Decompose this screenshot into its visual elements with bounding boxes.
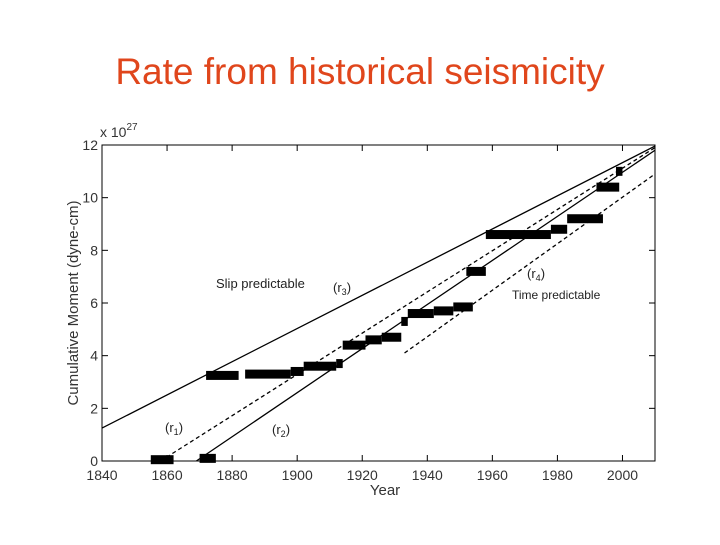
step-segment <box>199 453 216 463</box>
step-segment <box>206 370 239 380</box>
x-axis-label: Year <box>370 482 400 499</box>
step-segment <box>615 166 623 176</box>
step-segment <box>466 266 486 276</box>
step-segment <box>485 230 551 240</box>
step-segment <box>303 361 337 371</box>
y-multiplier: x 1027 <box>100 122 138 140</box>
x-tick-label: 1920 <box>347 467 378 483</box>
step-segment <box>342 340 366 350</box>
x-tick-label: 1860 <box>151 467 182 483</box>
chart-title: Rate from historical seismicity <box>115 51 605 92</box>
step-segment <box>150 455 174 465</box>
annotation-suffix: ) <box>286 422 290 437</box>
annotation-text: Time predictable <box>512 288 601 302</box>
annotation: Slip predictable <box>216 276 305 291</box>
y-tick-label: 12 <box>82 137 98 153</box>
x-tick-label: 1900 <box>282 467 313 483</box>
reference-line <box>101 145 656 429</box>
step-segment <box>401 316 408 326</box>
y-tick-label: 6 <box>90 295 98 311</box>
step-segment <box>381 332 402 342</box>
step-segment <box>336 359 343 369</box>
annotation-suffix: ) <box>179 420 183 435</box>
annotation: (r1) <box>165 420 183 437</box>
annotation-subscript: 3 <box>342 287 347 297</box>
annotation-text: (r <box>333 280 342 295</box>
step-segment <box>290 366 304 376</box>
annotation: (r2) <box>272 422 290 439</box>
x-tick-label: 1840 <box>86 467 117 483</box>
annotation-subscript: 1 <box>174 427 179 437</box>
x-tick-label: 1960 <box>477 467 508 483</box>
annotation-text: (r <box>165 420 174 435</box>
annotation: (r3) <box>333 280 351 297</box>
x-tick-label: 2000 <box>607 467 638 483</box>
y-tick-label: 10 <box>82 190 98 206</box>
annotation-subscript: 2 <box>281 429 286 439</box>
annotation-text: Slip predictable <box>216 276 305 291</box>
step-segment <box>433 306 454 316</box>
step-segment <box>453 302 473 312</box>
x-tick-label: 1980 <box>542 467 573 483</box>
y-multiplier-base: x 10 <box>100 124 127 140</box>
reference-line <box>404 173 656 354</box>
plot-frame <box>101 144 656 462</box>
y-tick-label: 2 <box>90 400 98 416</box>
y-axis-label: Cumulative Moment (dyne-cm) <box>65 200 82 405</box>
x-tick-label: 1940 <box>412 467 443 483</box>
annotation-suffix: ) <box>347 280 351 295</box>
x-tick-label: 1880 <box>217 467 248 483</box>
annotation: Time predictable <box>512 288 601 302</box>
annotation: (r4) <box>527 266 545 283</box>
step-segment <box>567 214 603 224</box>
annotation-text: (r <box>527 266 536 281</box>
reference-line <box>160 147 656 462</box>
step-segment <box>550 224 568 234</box>
y-tick-label: 8 <box>90 242 98 258</box>
y-tick-label: 0 <box>90 453 98 469</box>
annotation-text: (r <box>272 422 281 437</box>
y-tick-label: 4 <box>90 348 98 364</box>
y-multiplier-exponent: 27 <box>126 122 138 133</box>
step-segment <box>245 369 291 379</box>
step-segment <box>365 335 382 345</box>
annotation-subscript: 4 <box>536 273 541 283</box>
annotation-suffix: ) <box>541 266 545 281</box>
reference-line <box>195 149 656 462</box>
step-segment <box>596 182 620 192</box>
step-segment <box>407 309 434 319</box>
